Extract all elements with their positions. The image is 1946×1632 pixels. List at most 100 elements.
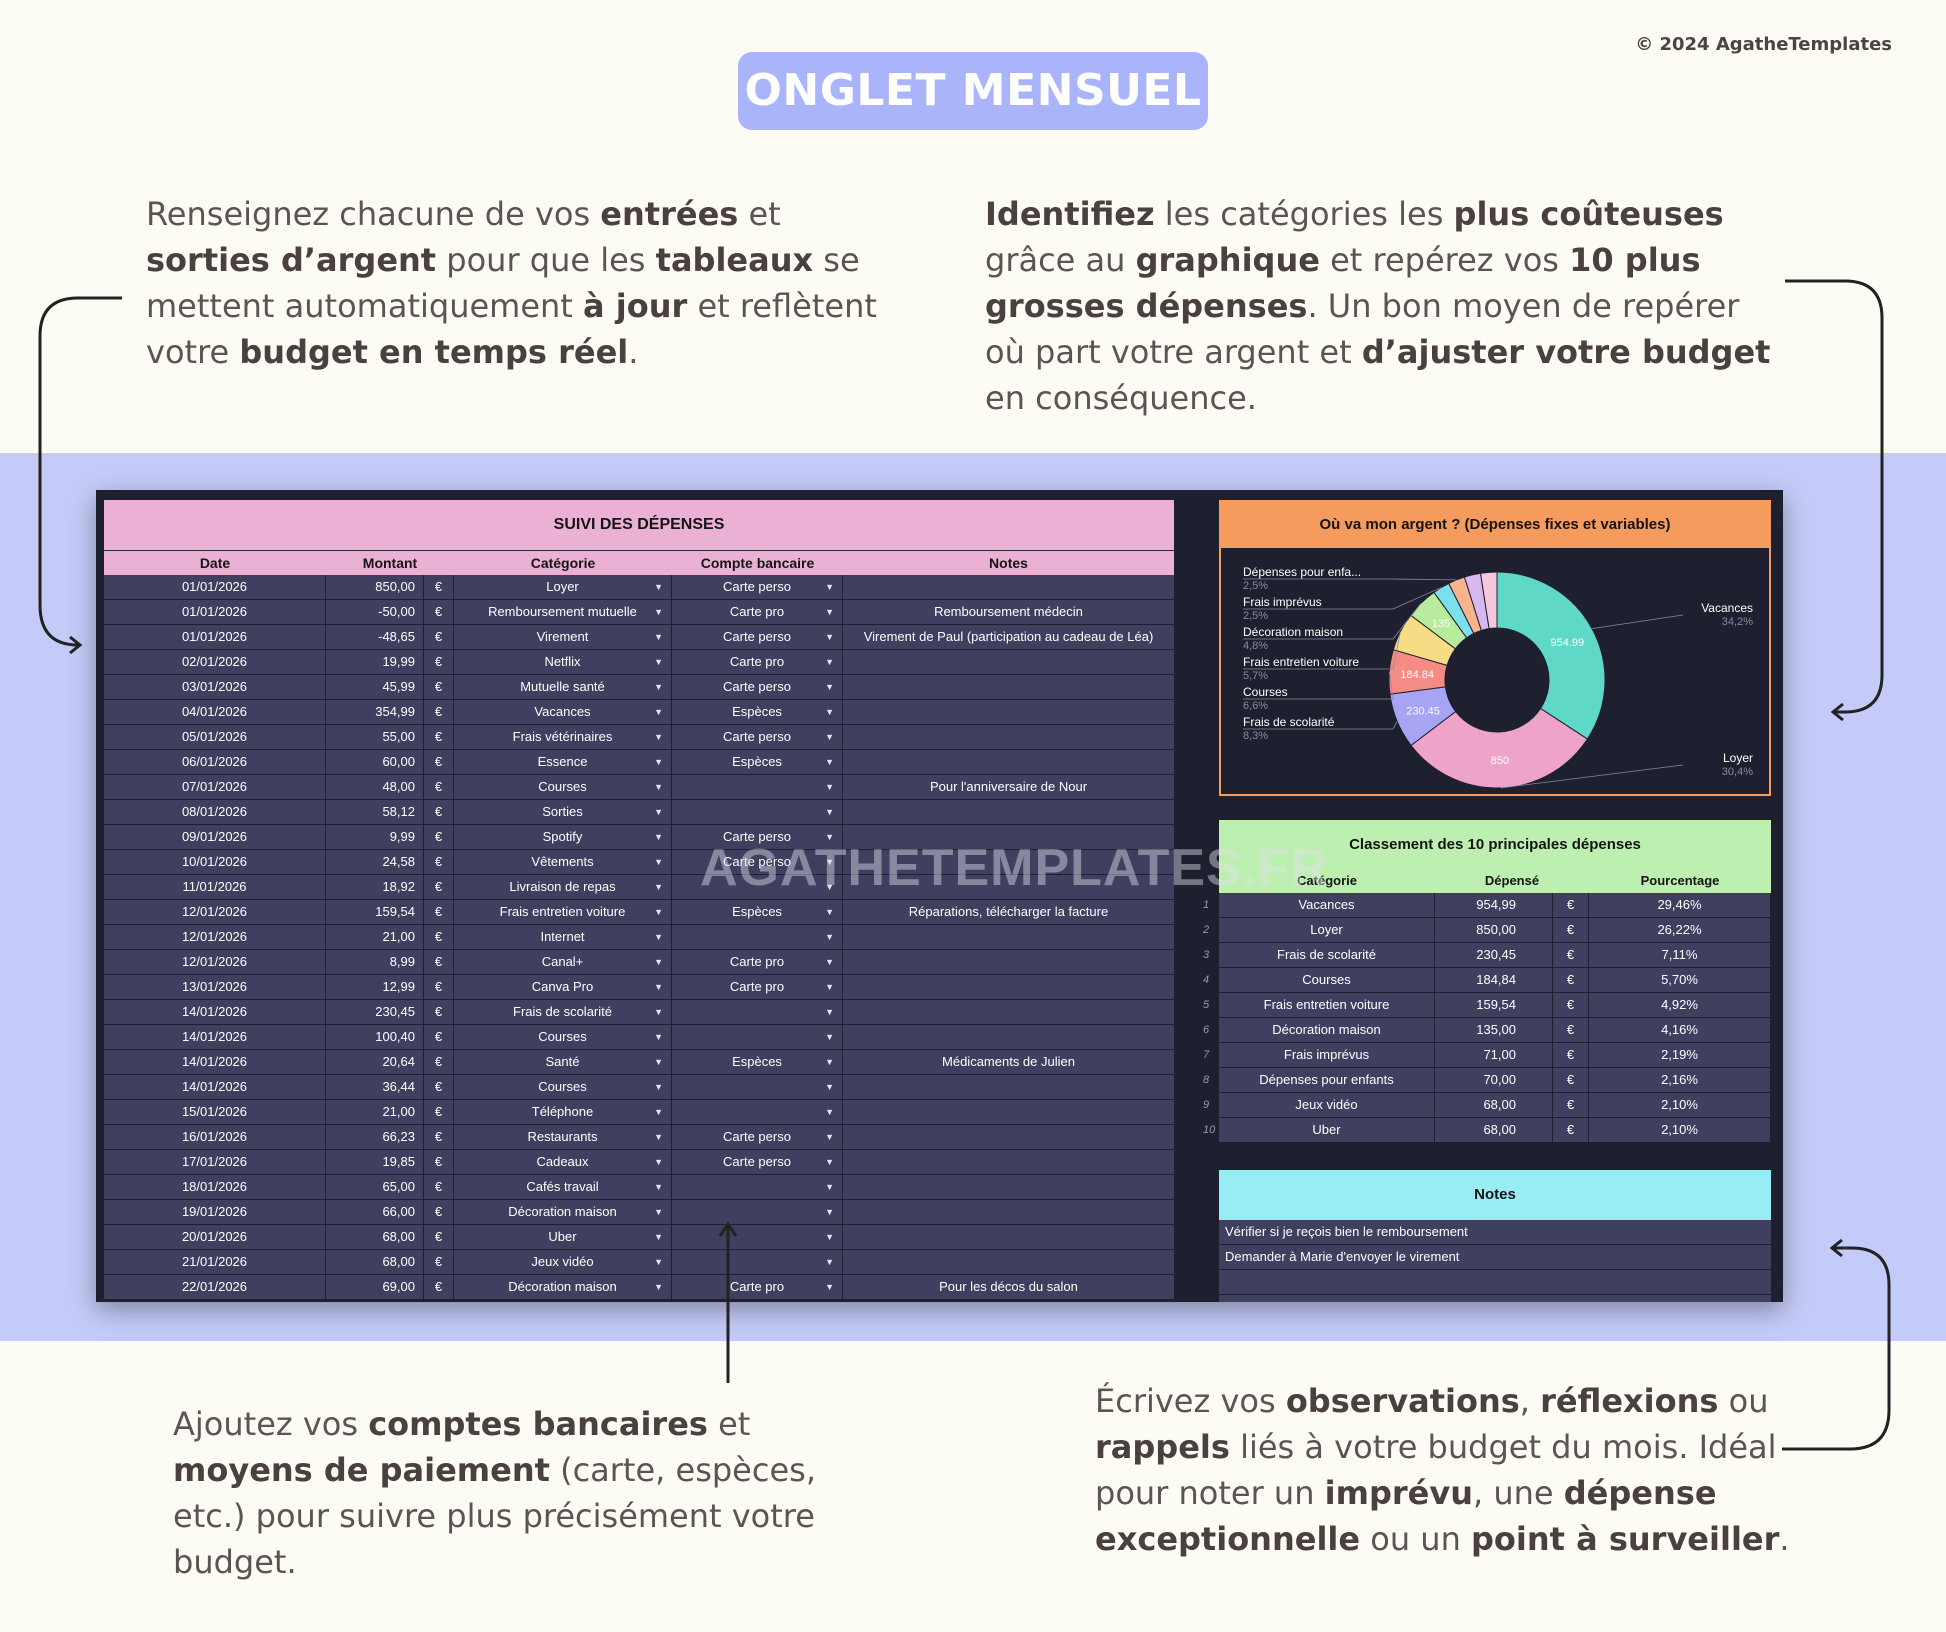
category-dropdown[interactable]: Restaurants ▼ bbox=[454, 1125, 672, 1149]
dropdown-arrow-icon[interactable]: ▼ bbox=[654, 1257, 663, 1267]
dropdown-arrow-icon[interactable]: ▼ bbox=[825, 757, 834, 767]
account-dropdown[interactable]: ▼ bbox=[672, 925, 843, 949]
expense-amount-cell[interactable]: 9,99 bbox=[326, 825, 424, 849]
dropdown-arrow-icon[interactable]: ▼ bbox=[825, 732, 834, 742]
category-dropdown[interactable]: Uber ▼ bbox=[454, 1225, 672, 1249]
expense-amount-cell[interactable]: -50,00 bbox=[326, 600, 424, 624]
account-dropdown[interactable]: ▼ bbox=[672, 1000, 843, 1024]
category-dropdown[interactable]: Frais entretien voiture ▼ bbox=[454, 900, 672, 924]
expense-date-cell[interactable]: 18/01/2026 bbox=[104, 1175, 326, 1199]
expense-date-cell[interactable]: 08/01/2026 bbox=[104, 800, 326, 824]
dropdown-arrow-icon[interactable]: ▼ bbox=[825, 882, 834, 892]
expense-amount-cell[interactable]: 45,99 bbox=[326, 675, 424, 699]
expense-date-cell[interactable]: 07/01/2026 bbox=[104, 775, 326, 799]
dropdown-arrow-icon[interactable]: ▼ bbox=[825, 832, 834, 842]
dropdown-arrow-icon[interactable]: ▼ bbox=[825, 1057, 834, 1067]
expense-amount-cell[interactable]: 58,12 bbox=[326, 800, 424, 824]
category-dropdown[interactable]: Cafés travail ▼ bbox=[454, 1175, 672, 1199]
account-dropdown[interactable]: ▼ bbox=[672, 1075, 843, 1099]
expense-amount-cell[interactable]: 65,00 bbox=[326, 1175, 424, 1199]
dropdown-arrow-icon[interactable]: ▼ bbox=[825, 607, 834, 617]
category-dropdown[interactable]: Netflix ▼ bbox=[454, 650, 672, 674]
account-dropdown[interactable]: Carte pro ▼ bbox=[672, 600, 843, 624]
account-dropdown[interactable]: Carte perso ▼ bbox=[672, 825, 843, 849]
expense-amount-cell[interactable]: 850,00 bbox=[326, 575, 424, 599]
account-dropdown[interactable]: Carte perso ▼ bbox=[672, 675, 843, 699]
category-dropdown[interactable]: Courses ▼ bbox=[454, 1025, 672, 1049]
category-dropdown[interactable]: Décoration maison ▼ bbox=[454, 1275, 672, 1299]
dropdown-arrow-icon[interactable]: ▼ bbox=[825, 907, 834, 917]
dropdown-arrow-icon[interactable]: ▼ bbox=[825, 1182, 834, 1192]
account-dropdown[interactable]: ▼ bbox=[672, 1100, 843, 1124]
expense-date-cell[interactable]: 01/01/2026 bbox=[104, 575, 326, 599]
expense-date-cell[interactable]: 06/01/2026 bbox=[104, 750, 326, 774]
expense-date-cell[interactable]: 03/01/2026 bbox=[104, 675, 326, 699]
dropdown-arrow-icon[interactable]: ▼ bbox=[654, 782, 663, 792]
account-dropdown[interactable]: Espèces ▼ bbox=[672, 900, 843, 924]
expense-amount-cell[interactable]: 100,40 bbox=[326, 1025, 424, 1049]
dropdown-arrow-icon[interactable]: ▼ bbox=[654, 657, 663, 667]
dropdown-arrow-icon[interactable]: ▼ bbox=[825, 807, 834, 817]
expense-amount-cell[interactable]: 48,00 bbox=[326, 775, 424, 799]
expense-date-cell[interactable]: 12/01/2026 bbox=[104, 925, 326, 949]
expense-date-cell[interactable]: 22/01/2026 bbox=[104, 1275, 326, 1299]
expense-notes-cell[interactable]: Médicaments de Julien bbox=[942, 1054, 1075, 1069]
expense-date-cell[interactable]: 14/01/2026 bbox=[104, 1075, 326, 1099]
account-dropdown[interactable]: ▼ bbox=[672, 1250, 843, 1274]
expense-amount-cell[interactable]: 21,00 bbox=[326, 1100, 424, 1124]
dropdown-arrow-icon[interactable]: ▼ bbox=[654, 1082, 663, 1092]
category-dropdown[interactable]: Spotify ▼ bbox=[454, 825, 672, 849]
expense-amount-cell[interactable]: 55,00 bbox=[326, 725, 424, 749]
dropdown-arrow-icon[interactable]: ▼ bbox=[654, 807, 663, 817]
expense-date-cell[interactable]: 16/01/2026 bbox=[104, 1125, 326, 1149]
expense-date-cell[interactable]: 10/01/2026 bbox=[104, 850, 326, 874]
account-dropdown[interactable]: Carte perso ▼ bbox=[672, 725, 843, 749]
expense-amount-cell[interactable]: 24,58 bbox=[326, 850, 424, 874]
category-dropdown[interactable]: Livraison de repas ▼ bbox=[454, 875, 672, 899]
dropdown-arrow-icon[interactable]: ▼ bbox=[825, 1107, 834, 1117]
dropdown-arrow-icon[interactable]: ▼ bbox=[825, 782, 834, 792]
dropdown-arrow-icon[interactable]: ▼ bbox=[654, 932, 663, 942]
category-dropdown[interactable]: Cadeaux ▼ bbox=[454, 1150, 672, 1174]
account-dropdown[interactable]: Carte pro ▼ bbox=[672, 975, 843, 999]
dropdown-arrow-icon[interactable]: ▼ bbox=[825, 1082, 834, 1092]
dropdown-arrow-icon[interactable]: ▼ bbox=[654, 732, 663, 742]
expense-amount-cell[interactable]: 66,00 bbox=[326, 1200, 424, 1224]
dropdown-arrow-icon[interactable]: ▼ bbox=[654, 1207, 663, 1217]
category-dropdown[interactable]: Mutuelle santé ▼ bbox=[454, 675, 672, 699]
expense-date-cell[interactable]: 04/01/2026 bbox=[104, 700, 326, 724]
category-dropdown[interactable]: Vacances ▼ bbox=[454, 700, 672, 724]
expense-date-cell[interactable]: 14/01/2026 bbox=[104, 1050, 326, 1074]
account-dropdown[interactable]: Carte perso ▼ bbox=[672, 1125, 843, 1149]
expense-amount-cell[interactable]: 66,23 bbox=[326, 1125, 424, 1149]
account-dropdown[interactable]: ▼ bbox=[672, 875, 843, 899]
expense-date-cell[interactable]: 14/01/2026 bbox=[104, 1025, 326, 1049]
category-dropdown[interactable]: Loyer ▼ bbox=[454, 575, 672, 599]
dropdown-arrow-icon[interactable]: ▼ bbox=[654, 582, 663, 592]
account-dropdown[interactable]: Espèces ▼ bbox=[672, 1050, 843, 1074]
dropdown-arrow-icon[interactable]: ▼ bbox=[654, 707, 663, 717]
dropdown-arrow-icon[interactable]: ▼ bbox=[654, 1132, 663, 1142]
account-dropdown[interactable]: Carte pro ▼ bbox=[672, 950, 843, 974]
account-dropdown[interactable]: ▼ bbox=[672, 775, 843, 799]
account-dropdown[interactable]: ▼ bbox=[672, 800, 843, 824]
note-item[interactable]: Demander à Marie d'envoyer le virement bbox=[1219, 1245, 1771, 1270]
expense-notes-cell[interactable]: Remboursement médecin bbox=[934, 604, 1083, 619]
dropdown-arrow-icon[interactable]: ▼ bbox=[654, 1182, 663, 1192]
account-dropdown[interactable]: Carte pro ▼ bbox=[672, 650, 843, 674]
category-dropdown[interactable]: Vêtements ▼ bbox=[454, 850, 672, 874]
account-dropdown[interactable]: Carte perso ▼ bbox=[672, 850, 843, 874]
dropdown-arrow-icon[interactable]: ▼ bbox=[654, 632, 663, 642]
expense-amount-cell[interactable]: 36,44 bbox=[326, 1075, 424, 1099]
dropdown-arrow-icon[interactable]: ▼ bbox=[654, 1057, 663, 1067]
note-item[interactable]: Vérifier si je reçois bien le remboursem… bbox=[1219, 1220, 1771, 1245]
expense-amount-cell[interactable]: -48,65 bbox=[326, 625, 424, 649]
account-dropdown[interactable]: ▼ bbox=[672, 1225, 843, 1249]
account-dropdown[interactable]: Espèces ▼ bbox=[672, 700, 843, 724]
category-dropdown[interactable]: Frais de scolarité ▼ bbox=[454, 1000, 672, 1024]
dropdown-arrow-icon[interactable]: ▼ bbox=[654, 957, 663, 967]
expense-amount-cell[interactable]: 12,99 bbox=[326, 975, 424, 999]
dropdown-arrow-icon[interactable]: ▼ bbox=[825, 857, 834, 867]
category-dropdown[interactable]: Jeux vidéo ▼ bbox=[454, 1250, 672, 1274]
dropdown-arrow-icon[interactable]: ▼ bbox=[825, 1007, 834, 1017]
